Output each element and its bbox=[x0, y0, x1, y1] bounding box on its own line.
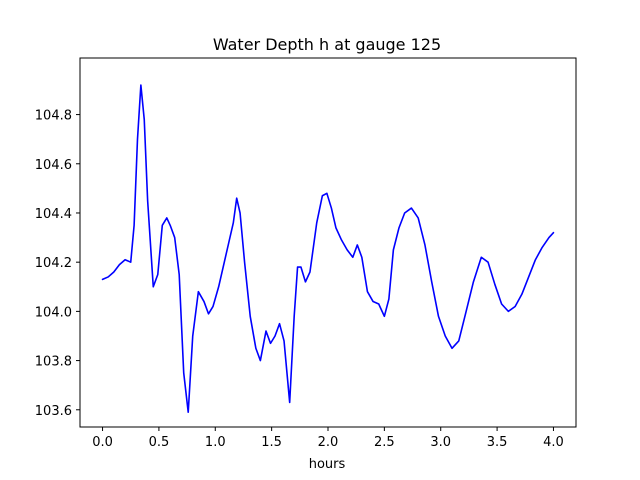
y-tick-label: 104.6 bbox=[35, 158, 72, 173]
x-tick-label: 1.0 bbox=[205, 435, 226, 450]
axes-frame bbox=[79, 57, 577, 428]
y-tick-label: 103.6 bbox=[35, 404, 72, 419]
y-tick-label: 103.8 bbox=[35, 355, 72, 370]
y-axis-ticks: 103.6 103.8 104.0 104.2 104.4 104.6 104.8 bbox=[35, 109, 80, 419]
x-axis-ticks: 0.0 0.5 1.0 1.5 2.0 2.5 3.0 3.5 4.0 bbox=[92, 427, 564, 450]
x-tick-label: 4.0 bbox=[543, 435, 564, 450]
series-line-0 bbox=[101, 84, 555, 414]
x-tick-label: 2.0 bbox=[318, 435, 339, 450]
x-tick-label: 2.5 bbox=[374, 435, 395, 450]
x-tick-label: 3.5 bbox=[487, 435, 508, 450]
y-tick-label: 104.0 bbox=[35, 305, 72, 320]
y-tick-label: 104.4 bbox=[35, 207, 72, 222]
x-tick-label: 0.0 bbox=[92, 435, 113, 450]
x-tick-label: 0.5 bbox=[149, 435, 170, 450]
x-tick-label: 1.5 bbox=[261, 435, 282, 450]
y-tick-label: 104.8 bbox=[35, 109, 72, 124]
chart-title: Water Depth h at gauge 125 bbox=[213, 35, 441, 54]
plot-area bbox=[79, 57, 577, 428]
y-tick-label: 104.2 bbox=[35, 256, 72, 271]
x-axis-label: hours bbox=[309, 457, 346, 472]
x-tick-label: 3.0 bbox=[430, 435, 451, 450]
